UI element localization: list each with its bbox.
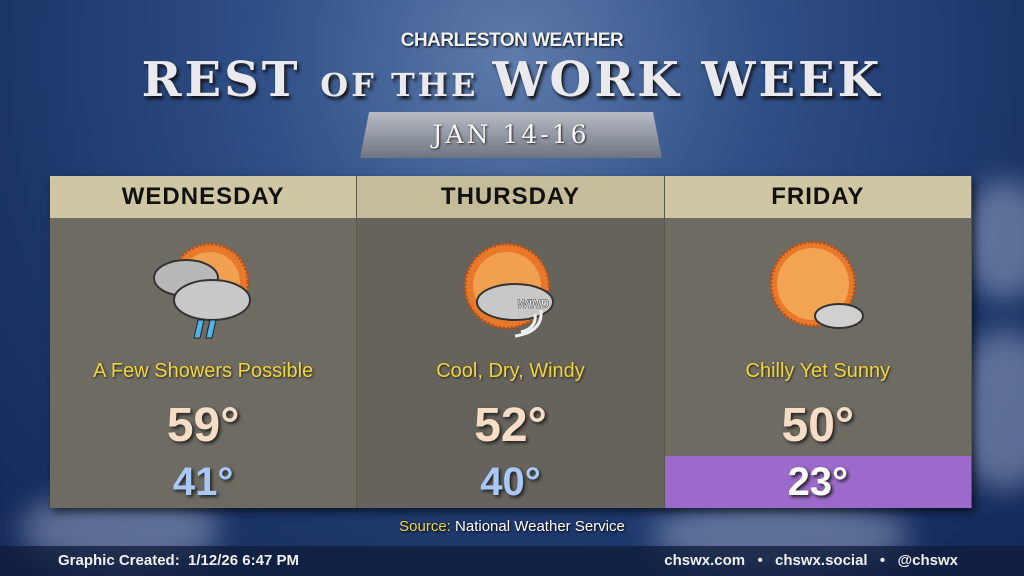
title-rest: REST — [141, 52, 321, 108]
footer-links: chswx.com • chswx.social • @chswx — [664, 552, 958, 569]
created-label: Graphic Created: — [58, 552, 180, 569]
title-work-week: WORK WEEK — [492, 52, 883, 108]
day-name: FRIDAY — [664, 176, 971, 218]
day-column-friday: FRIDAY Chilly Yet Sunny 50° 23° — [664, 176, 972, 508]
sun-small-cloud-icon — [769, 240, 864, 329]
low-temp: 40° — [480, 460, 541, 504]
source-line: Source: National Weather Service — [0, 518, 1024, 535]
date-range-banner: JAN 14-16 — [360, 112, 662, 158]
condition-text: Chilly Yet Sunny — [745, 360, 891, 382]
low-temp-highlighted: 23° — [664, 456, 971, 508]
graphic-created: Graphic Created: 1/12/26 6:47 PM — [58, 546, 299, 576]
source-value: National Weather Service — [455, 518, 625, 535]
day-name: WEDNESDAY — [50, 176, 357, 218]
high-temp: 59° — [166, 399, 240, 452]
source-label: Source: — [399, 518, 451, 535]
supertitle: CHARLESTON WEATHER — [400, 30, 624, 51]
low-temp: 41° — [172, 460, 234, 504]
sun-cloud-wind-icon: WIND — [463, 242, 555, 338]
condition-text: A Few Showers Possible — [93, 360, 314, 382]
created-value: 1/12/26 6:47 PM — [188, 552, 299, 569]
day-column-thursday: THURSDAY WIND Cool, Dry, Windy 52° 40° — [357, 176, 665, 508]
high-temp: 50° — [781, 399, 855, 452]
title-of-the: OF THE — [320, 66, 493, 104]
page-title: REST OF THE WORK WEEK — [0, 52, 1024, 108]
condition-text: Cool, Dry, Windy — [436, 360, 585, 382]
day-column-wednesday: WEDNESDAY A Few Showers Possible 59° 41° — [50, 176, 358, 508]
sun-clouds-showers-icon — [153, 242, 252, 339]
day-name: THURSDAY — [357, 176, 664, 218]
high-temp: 52° — [474, 399, 547, 452]
footer-bar: Graphic Created: 1/12/26 6:47 PM chswx.c… — [0, 546, 1024, 576]
wind-label: WIND — [517, 297, 549, 311]
forecast-table: WEDNESDAY A Few Showers Possible 59° 41°… — [50, 176, 972, 508]
